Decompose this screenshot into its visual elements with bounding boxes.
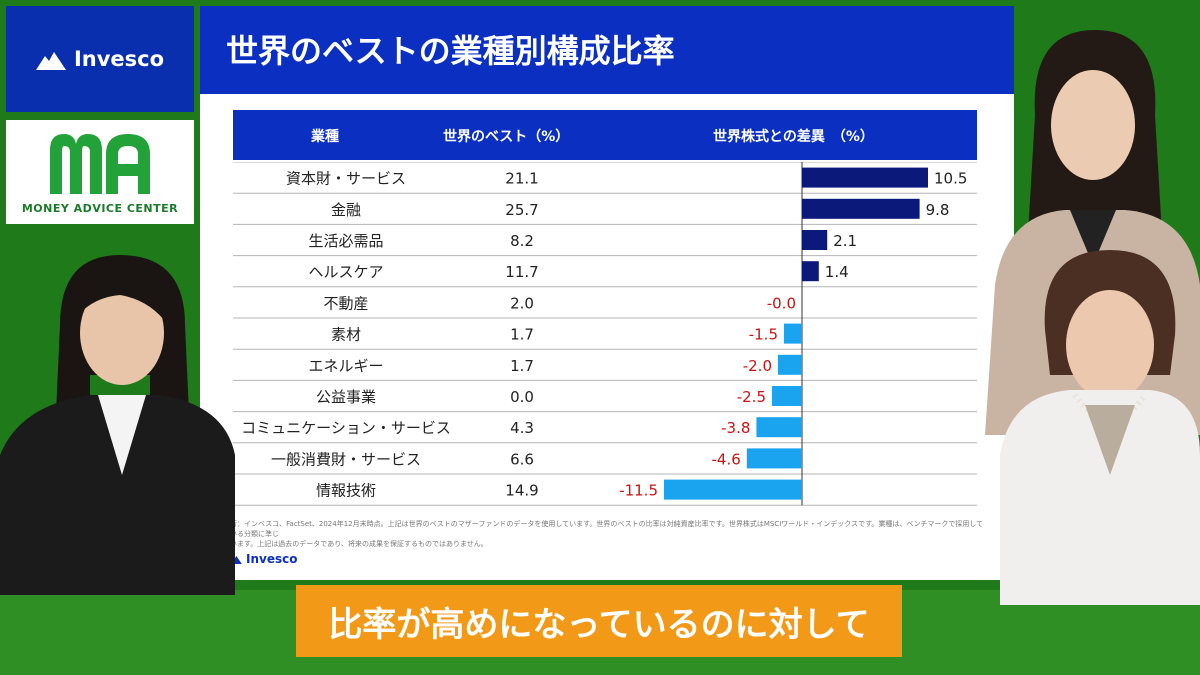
weight-value: 2.0 — [510, 294, 534, 312]
presentation-slide: 世界のベストの業種別構成比率 業種 世界のベスト（%） 世界株式との差異 （%）… — [200, 6, 1014, 580]
money-advice-center-logo: MONEY ADVICE CENTER — [6, 120, 194, 224]
category-label: 素材 — [331, 326, 361, 344]
difference-label: -11.5 — [619, 482, 658, 500]
difference-label: 9.8 — [926, 201, 950, 219]
category-label: コミュニケーション・サービス — [241, 419, 451, 437]
difference-bar — [802, 167, 928, 188]
category-label: 公益事業 — [316, 388, 376, 406]
caption-text: 比率が高めになっているのに対して — [328, 604, 870, 645]
ma-logo-icon — [50, 134, 150, 194]
weight-value: 4.3 — [510, 419, 534, 437]
invesco-logo-panel: Invesco — [6, 6, 194, 112]
weight-value: 0.0 — [510, 388, 534, 406]
difference-bar — [756, 417, 802, 438]
weight-value: 8.2 — [510, 232, 534, 250]
difference-label: 2.1 — [833, 232, 857, 250]
sector-difference-chart: 資本財・サービス 21.1 10.5 金融 25.7 9.8 生活必需品 8.2 2.1 ヘルスケ… — [233, 162, 977, 506]
mac-logo-text: MONEY ADVICE CENTER — [21, 202, 179, 215]
difference-bar — [802, 261, 819, 282]
footnote-line-2: います。上記は過去のデータであり、将来の成果を保証するものではありません。 — [230, 540, 488, 548]
difference-label: 1.4 — [825, 263, 849, 281]
difference-label: -2.5 — [737, 388, 766, 406]
column-header-difference: 世界株式との差異 （%） — [713, 129, 874, 145]
category-label: 資本財・サービス — [286, 170, 406, 188]
weight-value: 11.7 — [505, 263, 538, 281]
invesco-mountain-icon — [35, 52, 66, 70]
presenter-right-front — [1000, 250, 1200, 605]
table-header: 業種 世界のベスト（%） 世界株式との差異 （%） — [233, 110, 977, 160]
weight-value: 1.7 — [510, 357, 534, 375]
difference-bar — [778, 354, 802, 375]
category-label: エネルギー — [308, 357, 383, 375]
slide-invesco-logo: Invesco — [228, 552, 297, 566]
category-label: 一般消費財・サービス — [271, 450, 421, 468]
weight-value: 14.9 — [505, 482, 538, 500]
category-label: 金融 — [331, 201, 361, 219]
footnote-line-1: 所：インベスコ、FactSet、2024年12月末時点。上記は世界のベストのマザ… — [230, 520, 984, 538]
difference-label: -4.6 — [712, 450, 741, 468]
slide-logo-text: Invesco — [246, 552, 298, 566]
difference-bar — [802, 198, 920, 219]
presenter-left — [0, 255, 235, 595]
slide-title: 世界のベストの業種別構成比率 — [226, 32, 675, 70]
difference-bar — [664, 479, 802, 500]
difference-label: 10.5 — [934, 170, 967, 188]
category-label: 情報技術 — [316, 482, 376, 500]
weight-value: 6.6 — [510, 450, 534, 468]
column-header-sector: 業種 — [311, 129, 339, 145]
slide-footnote: 所：インベスコ、FactSet、2024年12月末時点。上記は世界のベストのマザ… — [230, 519, 990, 549]
weight-value: 25.7 — [505, 201, 538, 219]
weight-value: 1.7 — [510, 326, 534, 344]
category-label: ヘルスケア — [308, 263, 383, 281]
difference-bar — [802, 230, 828, 250]
difference-bar — [784, 323, 802, 344]
difference-label: -1.5 — [749, 326, 778, 344]
difference-label: -0.0 — [767, 294, 796, 312]
difference-bar — [772, 386, 802, 406]
subtitle-caption: 比率が高めになっているのに対して — [296, 585, 902, 657]
difference-label: -2.0 — [743, 357, 772, 375]
category-label: 生活必需品 — [308, 232, 383, 250]
category-label: 不動産 — [323, 294, 368, 312]
invesco-logo-text: Invesco — [73, 47, 165, 71]
difference-label: -3.8 — [721, 419, 750, 437]
weight-value: 21.1 — [505, 170, 538, 188]
column-header-weight: 世界のベスト（%） — [443, 129, 570, 145]
slide-header: 世界のベストの業種別構成比率 — [200, 6, 1014, 94]
difference-bar — [746, 448, 802, 469]
